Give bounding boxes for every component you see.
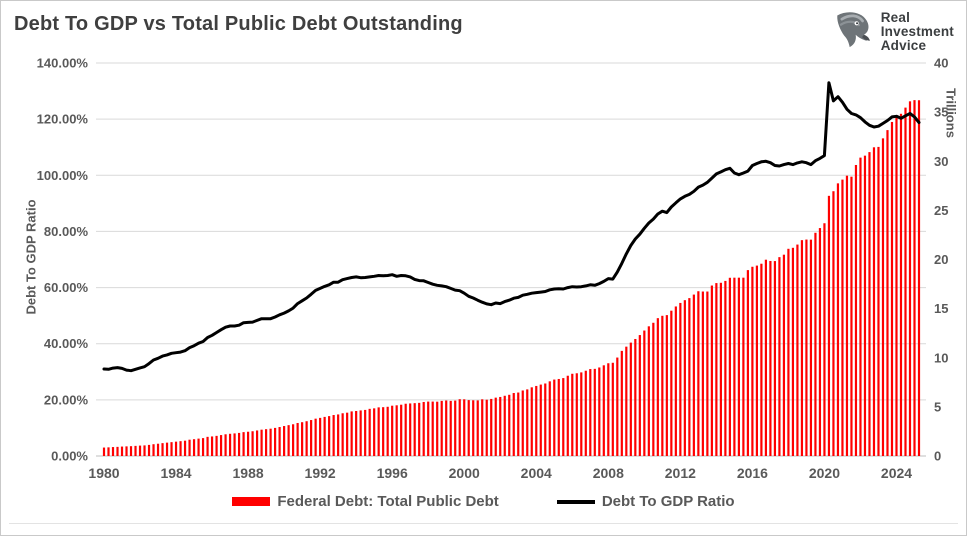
svg-text:2020: 2020 [809, 465, 840, 481]
legend-divider [9, 523, 958, 524]
svg-text:1992: 1992 [305, 465, 336, 481]
debt-to-gdp-line-series [102, 81, 921, 373]
svg-text:20.00%: 20.00% [44, 392, 89, 407]
svg-text:40: 40 [934, 56, 948, 71]
legend-label-ratio: Debt To GDP Ratio [601, 493, 735, 510]
svg-text:0: 0 [934, 449, 941, 464]
svg-text:25: 25 [934, 203, 948, 218]
brand-logo-text: Real Investment Advice [881, 11, 954, 53]
left-axis-tick-labels: 0.00% 20.00% 40.00% 60.00% 80.00% 100.00% 120.… [37, 56, 89, 464]
svg-text:1984: 1984 [160, 465, 191, 481]
svg-text:80.00%: 80.00% [44, 224, 89, 239]
svg-text:100.00%: 100.00% [37, 168, 89, 183]
brand-line-3: Advice [880, 38, 927, 53]
brand-line-2: Investment [880, 24, 954, 39]
svg-text:10: 10 [934, 350, 948, 365]
svg-text:35: 35 [934, 105, 948, 120]
svg-text:60.00%: 60.00% [44, 280, 89, 295]
svg-text:1996: 1996 [377, 465, 408, 481]
svg-text:15: 15 [934, 301, 948, 316]
x-axis-tick-labels: 1980 1984 1988 1992 1996 2000 2004 2008 2012 2016… [88, 465, 912, 481]
svg-text:20: 20 [934, 252, 948, 267]
svg-text:0.00%: 0.00% [51, 449, 88, 464]
legend-item-ratio: Debt To GDP Ratio [556, 493, 735, 510]
svg-text:5: 5 [934, 399, 941, 414]
svg-text:2004: 2004 [521, 465, 552, 481]
svg-text:1980: 1980 [88, 465, 119, 481]
svg-text:2000: 2000 [449, 465, 480, 481]
svg-text:140.00%: 140.00% [37, 56, 89, 71]
legend: Federal Debt: Total Public Debt Debt To … [1, 493, 966, 510]
brand-logo: Real Investment Advice [829, 9, 954, 55]
eagle-logo-icon [836, 12, 870, 48]
svg-text:2024: 2024 [881, 465, 912, 481]
page-title: Debt To GDP vs Total Public Debt Outstan… [14, 13, 463, 35]
svg-text:1988: 1988 [233, 465, 264, 481]
legend-swatch-ratio-line [556, 499, 595, 504]
debt-bars-series [102, 100, 921, 457]
svg-text:2016: 2016 [737, 465, 768, 481]
brand-line-1: Real [880, 10, 911, 25]
svg-text:120.00%: 120.00% [37, 112, 89, 127]
legend-swatch-debt-bar [232, 497, 271, 506]
svg-text:2012: 2012 [665, 465, 696, 481]
svg-text:2008: 2008 [593, 465, 624, 481]
svg-text:30: 30 [934, 154, 948, 169]
legend-item-debt: Federal Debt: Total Public Debt [232, 493, 499, 510]
right-axis-tick-labels: 0 5 10 15 20 25 30 35 40 [934, 56, 948, 464]
svg-text:40.00%: 40.00% [44, 336, 89, 351]
legend-label-debt: Federal Debt: Total Public Debt [277, 493, 499, 510]
